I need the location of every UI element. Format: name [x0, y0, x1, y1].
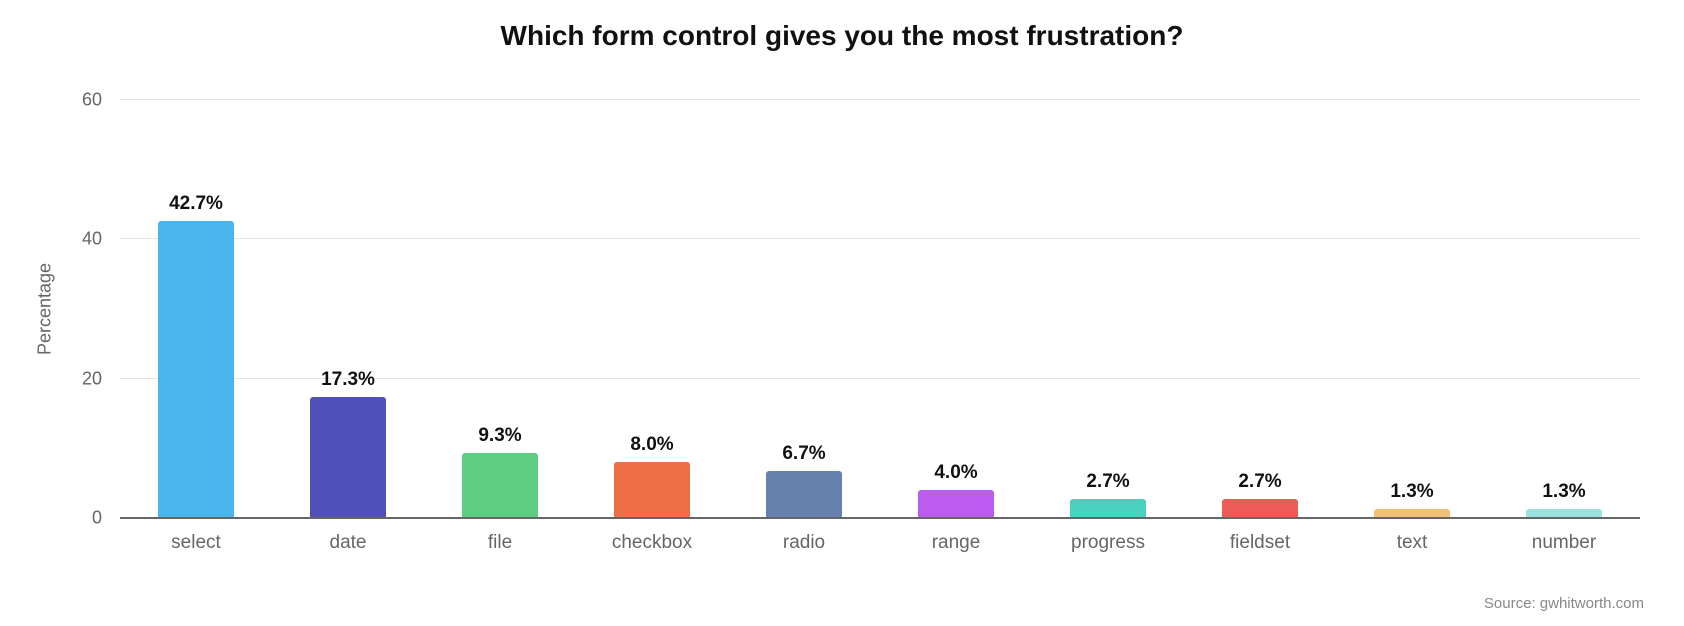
bar-value-label: 9.3% — [424, 425, 576, 453]
bar-value-label: 2.7% — [1184, 471, 1336, 499]
y-axis-label: Percentage — [35, 263, 56, 355]
bar-value-label: 6.7% — [728, 443, 880, 471]
bar-slot: 42.7%select — [120, 100, 272, 518]
bar-select: 42.7% — [158, 221, 234, 518]
x-tick-label: radio — [728, 518, 880, 554]
x-tick-label: number — [1488, 518, 1640, 554]
x-tick-label: file — [424, 518, 576, 554]
bar-value-label: 4.0% — [880, 462, 1032, 490]
bar-slot: 8.0%checkbox — [576, 100, 728, 518]
bar-slot: 4.0%range — [880, 100, 1032, 518]
bar-value-label: 17.3% — [272, 369, 424, 397]
y-tick-label: 60 — [82, 90, 120, 111]
bar-checkbox: 8.0% — [614, 462, 690, 518]
bar-progress: 2.7% — [1070, 499, 1146, 518]
bar-slot: 1.3%text — [1336, 100, 1488, 518]
x-tick-label: progress — [1032, 518, 1184, 554]
x-tick-label: date — [272, 518, 424, 554]
bar-slot: 6.7%radio — [728, 100, 880, 518]
plot-area: Percentage 0204060 42.7%select17.3%date9… — [120, 100, 1640, 518]
bar-date: 17.3% — [310, 397, 386, 518]
bar-fieldset: 2.7% — [1222, 499, 1298, 518]
x-axis-baseline — [120, 517, 1640, 519]
source-attribution: Source: gwhitworth.com — [1484, 595, 1644, 612]
bar-radio: 6.7% — [766, 471, 842, 518]
bar-value-label: 2.7% — [1032, 471, 1184, 499]
bar-slot: 9.3%file — [424, 100, 576, 518]
bar-slot: 2.7%fieldset — [1184, 100, 1336, 518]
x-tick-label: checkbox — [576, 518, 728, 554]
bar-value-label: 8.0% — [576, 434, 728, 462]
bar-value-label: 42.7% — [120, 193, 272, 221]
bar-range: 4.0% — [918, 490, 994, 518]
y-tick-label: 20 — [82, 368, 120, 389]
x-tick-label: range — [880, 518, 1032, 554]
bar-value-label: 1.3% — [1488, 481, 1640, 509]
x-tick-label: text — [1336, 518, 1488, 554]
x-tick-label: select — [120, 518, 272, 554]
bar-value-label: 1.3% — [1336, 481, 1488, 509]
y-tick-label: 0 — [92, 508, 120, 529]
bar-slot: 17.3%date — [272, 100, 424, 518]
x-tick-label: fieldset — [1184, 518, 1336, 554]
bar-slot: 2.7%progress — [1032, 100, 1184, 518]
y-tick-label: 40 — [82, 229, 120, 250]
bars-group: 42.7%select17.3%date9.3%file8.0%checkbox… — [120, 100, 1640, 518]
bar-slot: 1.3%number — [1488, 100, 1640, 518]
chart-title: Which form control gives you the most fr… — [0, 20, 1684, 52]
bar-chart: Which form control gives you the most fr… — [0, 0, 1684, 626]
bar-file: 9.3% — [462, 453, 538, 518]
